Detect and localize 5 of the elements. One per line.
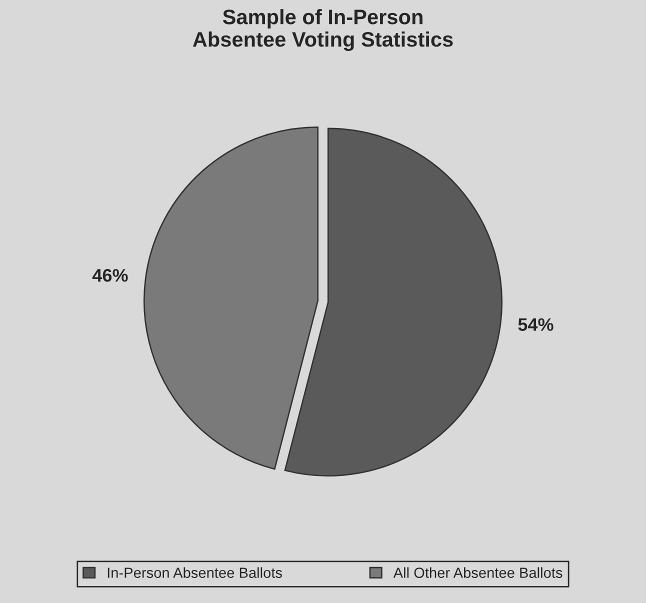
chart-title: Sample of In-Person Absentee Voting Statistics bbox=[192, 9, 453, 51]
legend-label: In-Person Absentee Ballots bbox=[108, 567, 282, 578]
data-label: 54% bbox=[518, 318, 554, 331]
legend-label: All Other Absentee Ballots bbox=[393, 567, 562, 578]
data-label: 46% bbox=[92, 268, 128, 282]
